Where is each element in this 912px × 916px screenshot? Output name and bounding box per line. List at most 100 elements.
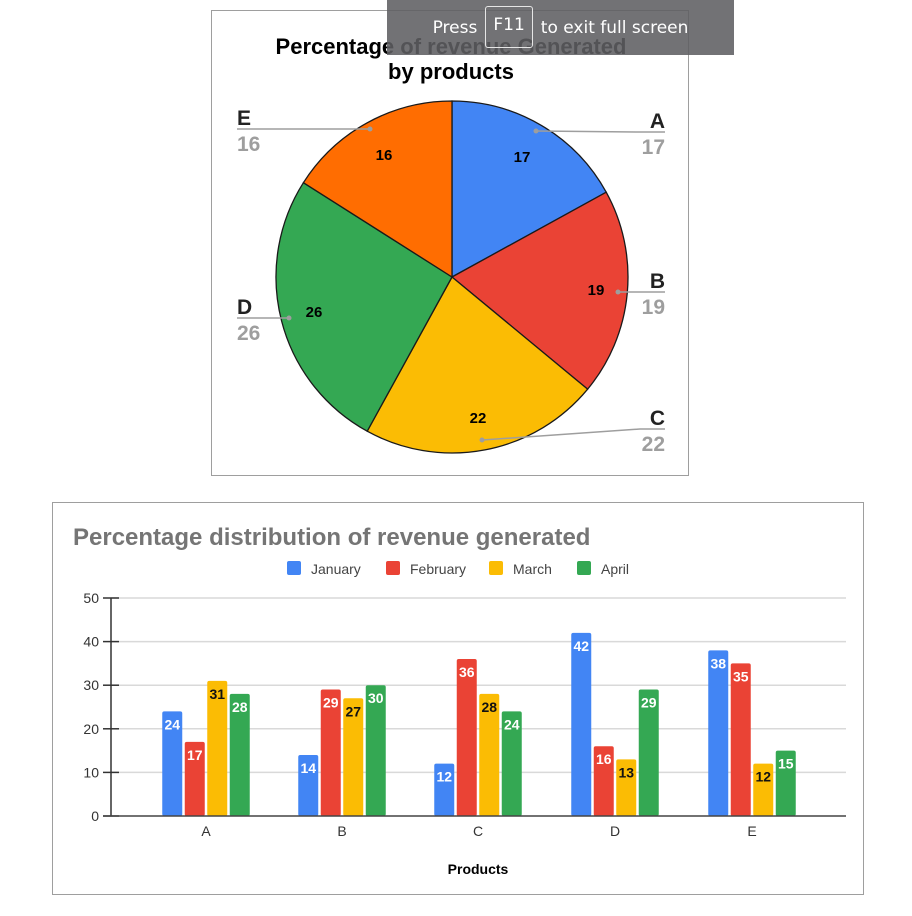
bar-value-label: 36 <box>459 664 475 680</box>
bar-value-label: 24 <box>504 716 520 732</box>
pie-title-line2: by products <box>388 59 514 84</box>
bar-legend: January February March April <box>287 561 629 577</box>
leader-dot <box>367 126 373 132</box>
x-tick-label: C <box>473 823 483 839</box>
bar-value-label: 29 <box>323 695 339 711</box>
bar-value-label: 38 <box>710 655 726 671</box>
pie-slice-value-label: 17 <box>514 149 531 166</box>
y-tick-label: 0 <box>91 808 99 824</box>
bar-b-march[interactable] <box>343 698 364 816</box>
pie-slice-b[interactable] <box>450 191 629 391</box>
pie-slice-value-label: 26 <box>306 304 323 321</box>
f11-key-badge: F11 <box>485 5 533 48</box>
legend-swatch-march <box>489 561 503 575</box>
leader-dot <box>533 128 539 134</box>
leader-dot <box>286 315 292 321</box>
bar-value-label: 28 <box>232 699 248 715</box>
bar-e-february[interactable] <box>730 663 751 816</box>
bar-e-march[interactable] <box>753 763 774 816</box>
bar-value-label: 35 <box>733 668 749 684</box>
legend-label-march[interactable]: March <box>513 561 552 577</box>
fullscreen-banner-suffix: to exit full screen <box>540 17 689 38</box>
leader-category-label: A <box>650 110 665 133</box>
pie-slice-c[interactable] <box>366 275 589 454</box>
bar-value-label: 30 <box>368 690 384 706</box>
y-tick-label: 20 <box>83 721 99 737</box>
bar-value-label: 27 <box>345 703 361 719</box>
x-tick-label: D <box>610 823 620 839</box>
leader-dot <box>479 437 485 443</box>
leader-category-label: B <box>650 270 665 293</box>
bar-d-march[interactable] <box>616 759 637 816</box>
bar-a-february[interactable] <box>184 741 205 816</box>
legend-swatch-january <box>287 561 301 575</box>
bar-a-april[interactable] <box>229 693 250 816</box>
x-tick-label: B <box>337 823 346 839</box>
bar-chart-card: Percentage distribution of revenue gener… <box>52 502 864 895</box>
bar-e-january[interactable] <box>708 650 729 816</box>
y-tick-label: 40 <box>83 634 99 650</box>
pie-slice-d[interactable] <box>275 181 453 433</box>
legend-label-april[interactable]: April <box>601 561 629 577</box>
y-tick-label: 50 <box>83 590 99 606</box>
legend-swatch-april <box>577 561 591 575</box>
bar-a-march[interactable] <box>207 680 228 816</box>
leader-category-label: E <box>237 107 251 130</box>
pie-slice-a[interactable] <box>451 100 608 279</box>
pie-leader-labels: A 17 B 19 C 22 D 26 E 16 <box>237 107 665 456</box>
bar-value-label: 17 <box>187 747 203 763</box>
bar-b-january[interactable] <box>298 754 319 816</box>
bar-value-label: 14 <box>300 760 316 776</box>
bar-a-january[interactable] <box>162 711 183 816</box>
bar-chart: Percentage distribution of revenue gener… <box>73 524 846 877</box>
bar-d-april[interactable] <box>638 689 659 816</box>
bar-c-february[interactable] <box>456 659 477 816</box>
bar-value-label: 13 <box>618 764 634 780</box>
leader-value-label: 16 <box>237 133 260 156</box>
leader-category-label: D <box>237 296 252 319</box>
bar-c-april[interactable] <box>501 711 522 816</box>
leader-value-label: 17 <box>642 136 665 159</box>
leader-value-label: 26 <box>237 322 260 345</box>
bar-value-label: 28 <box>481 699 497 715</box>
bar-value-label: 31 <box>209 686 225 702</box>
bar-value-label: 15 <box>778 756 794 772</box>
y-tick-label: 30 <box>83 677 99 693</box>
bar-value-label: 12 <box>436 769 452 785</box>
pie-chart: Percentage of revenue Generated by produ… <box>237 34 665 456</box>
bar-value-label: 16 <box>596 751 612 767</box>
legend-swatch-february <box>386 561 400 575</box>
pie-chart-card: Percentage of revenue Generated by produ… <box>211 10 689 476</box>
bar-e-april[interactable] <box>775 750 796 816</box>
x-tick-label: E <box>747 823 756 839</box>
bar-value-label: 12 <box>755 769 771 785</box>
bar-b-april[interactable] <box>365 685 386 816</box>
bar-axes: 0 10 20 30 40 50 A B C D E <box>83 590 846 839</box>
bar-value-label: 42 <box>573 638 589 654</box>
y-tick-label: 10 <box>83 764 99 780</box>
pie-slices: 17 19 22 26 16 <box>275 100 629 454</box>
bar-chart-title: Percentage distribution of revenue gener… <box>73 524 590 551</box>
x-axis-title: Products <box>448 861 509 877</box>
leader-dot <box>615 289 621 295</box>
bar-value-label: 24 <box>164 716 180 732</box>
bar-d-february[interactable] <box>593 746 614 816</box>
legend-label-january[interactable]: January <box>311 561 361 577</box>
bar-d-january[interactable] <box>571 632 592 816</box>
bar-c-march[interactable] <box>479 693 500 816</box>
leader-value-label: 19 <box>642 296 665 319</box>
bar-c-january[interactable] <box>434 763 455 816</box>
leader-line <box>481 428 665 441</box>
x-tick-label: A <box>201 823 211 839</box>
leader-line <box>535 130 665 133</box>
fullscreen-banner: Press F11 to exit full screen <box>387 0 734 55</box>
fullscreen-banner-prefix: Press <box>432 17 478 38</box>
pie-slice-e[interactable] <box>302 100 453 279</box>
leader-value-label: 22 <box>642 433 665 456</box>
bar-series: 24 17 31 28 14 29 27 30 12 36 28 24 42 16 13 29 38 35 12 15 <box>162 632 796 816</box>
bar-value-label: 29 <box>641 695 657 711</box>
pie-slice-value-label: 16 <box>376 147 393 164</box>
pie-slice-value-label: 19 <box>588 282 605 299</box>
legend-label-february[interactable]: February <box>410 561 466 577</box>
bar-b-february[interactable] <box>320 689 341 816</box>
